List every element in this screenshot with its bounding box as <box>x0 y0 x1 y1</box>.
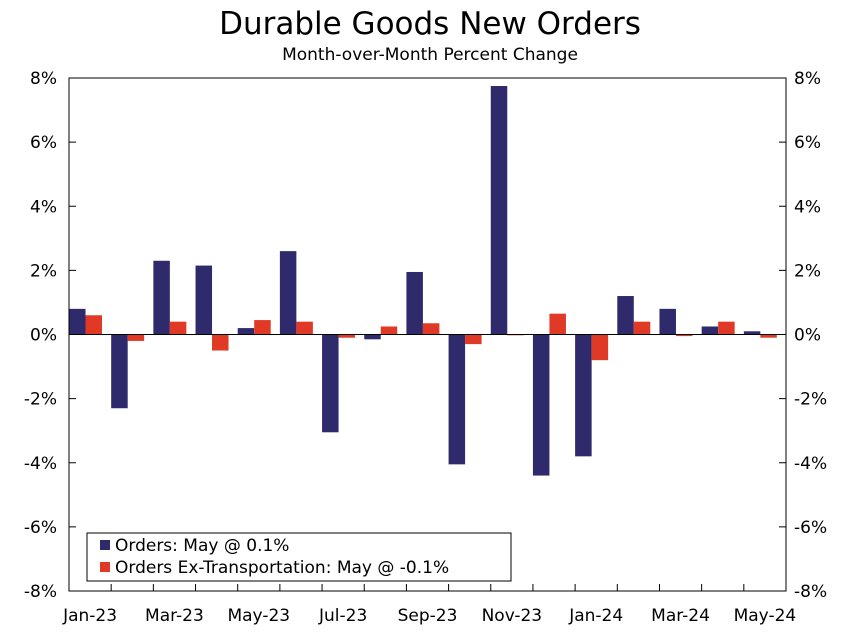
ex-transport-bar-oct-23 <box>465 334 482 345</box>
axes: 8% 8% 6% 6% 4% 4% 2% 2% 0% 0% -2% -2% -4% -4% -6% -6% -8… <box>24 69 827 626</box>
orders-bar-jan-24 <box>575 334 592 457</box>
orders-bar-jan-23 <box>69 308 86 335</box>
x-tick-label: Jul-23 <box>318 606 367 626</box>
x-tick-label: Jan-24 <box>568 606 623 626</box>
orders-bar-feb-24 <box>617 296 634 335</box>
ex-transport-bar-apr-23 <box>212 334 229 351</box>
y-tick-label-right: -6% <box>794 518 827 538</box>
y-tick-label-right: 8% <box>794 69 821 89</box>
y-tick-label-left: 2% <box>30 261 57 281</box>
y-tick-label-right: -4% <box>794 454 827 474</box>
orders-bar-jul-23 <box>322 334 339 433</box>
y-tick-label-left: 6% <box>30 133 57 153</box>
chart-title: Durable Goods New Orders <box>219 6 641 42</box>
ex-transport-bar-feb-24 <box>633 321 651 335</box>
x-tick-label: Sep-23 <box>398 606 458 626</box>
y-tick-label-left: 0% <box>30 326 57 346</box>
ex-transport-bar-mar-23 <box>169 321 187 335</box>
x-tick-label: May-24 <box>734 606 797 626</box>
orders-bar-may-23 <box>237 328 255 335</box>
orders-bar-apr-23 <box>195 265 213 335</box>
ex-transport-bar-jun-23 <box>296 321 313 335</box>
ex-transport-bar-jul-23 <box>338 334 356 338</box>
y-tick-label-left: -8% <box>24 582 57 602</box>
y-tick-label-right: -2% <box>794 390 827 410</box>
orders-bar-dec-23 <box>532 334 550 476</box>
legend-label-ex-transport: Orders Ex-Transportation: May @ -0.1% <box>115 558 449 578</box>
ex-transport-bar-mar-24 <box>675 334 693 337</box>
legend: Orders: May @ 0.1%Orders Ex-Transportati… <box>86 532 512 582</box>
y-tick-label-right: 0% <box>794 326 821 346</box>
y-tick-label-right: 6% <box>794 133 821 153</box>
orders-bar-nov-23 <box>490 86 508 335</box>
x-tick-label: May-23 <box>227 606 290 626</box>
ex-transport-bar-may-24 <box>760 334 777 338</box>
orders-bar-jun-23 <box>279 251 297 335</box>
ex-transport-bar-dec-23 <box>549 313 566 335</box>
x-tick-label: Jan-23 <box>62 606 117 626</box>
legend-box <box>86 532 512 582</box>
y-tick-label-left: -2% <box>24 390 57 410</box>
orders-bar-aug-23 <box>364 334 381 340</box>
orders-bar-may-24 <box>743 331 761 335</box>
x-tick-label: Mar-24 <box>651 606 710 626</box>
y-tick-label-left: -6% <box>24 518 57 538</box>
y-tick-label-left: 4% <box>30 197 57 217</box>
y-tick-label-right: 4% <box>794 197 821 217</box>
orders-bar-feb-23 <box>111 334 128 409</box>
x-tick-label: Nov-23 <box>482 606 543 626</box>
ex-transport-bar-sep-23 <box>422 323 440 335</box>
y-tick-label-right: 2% <box>794 261 821 281</box>
ex-transport-bar-feb-23 <box>127 334 145 341</box>
orders-bar-sep-23 <box>406 271 423 335</box>
orders-bar-apr-24 <box>701 326 719 335</box>
x-tick-label: Mar-23 <box>145 606 204 626</box>
y-tick-label-left: -4% <box>24 454 57 474</box>
orders-bar-mar-24 <box>659 308 676 335</box>
legend-swatch-orders <box>100 540 110 550</box>
ex-transport-bar-may-23 <box>254 320 271 335</box>
ex-transport-bar-jan-24 <box>591 334 609 361</box>
orders-bar-oct-23 <box>448 334 466 465</box>
y-tick-label-right: -8% <box>794 582 827 602</box>
legend-swatch-ex-transport <box>100 562 110 572</box>
ex-transport-bar-apr-24 <box>718 321 735 335</box>
legend-label-orders: Orders: May @ 0.1% <box>115 536 289 556</box>
ex-transport-bar-aug-23 <box>380 326 398 335</box>
y-tick-label-left: 8% <box>30 69 57 89</box>
bars <box>69 86 777 476</box>
chart-subtitle: Month-over-Month Percent Change <box>282 45 578 65</box>
ex-transport-bar-jan-23 <box>85 315 102 335</box>
orders-bar-mar-23 <box>153 260 170 335</box>
